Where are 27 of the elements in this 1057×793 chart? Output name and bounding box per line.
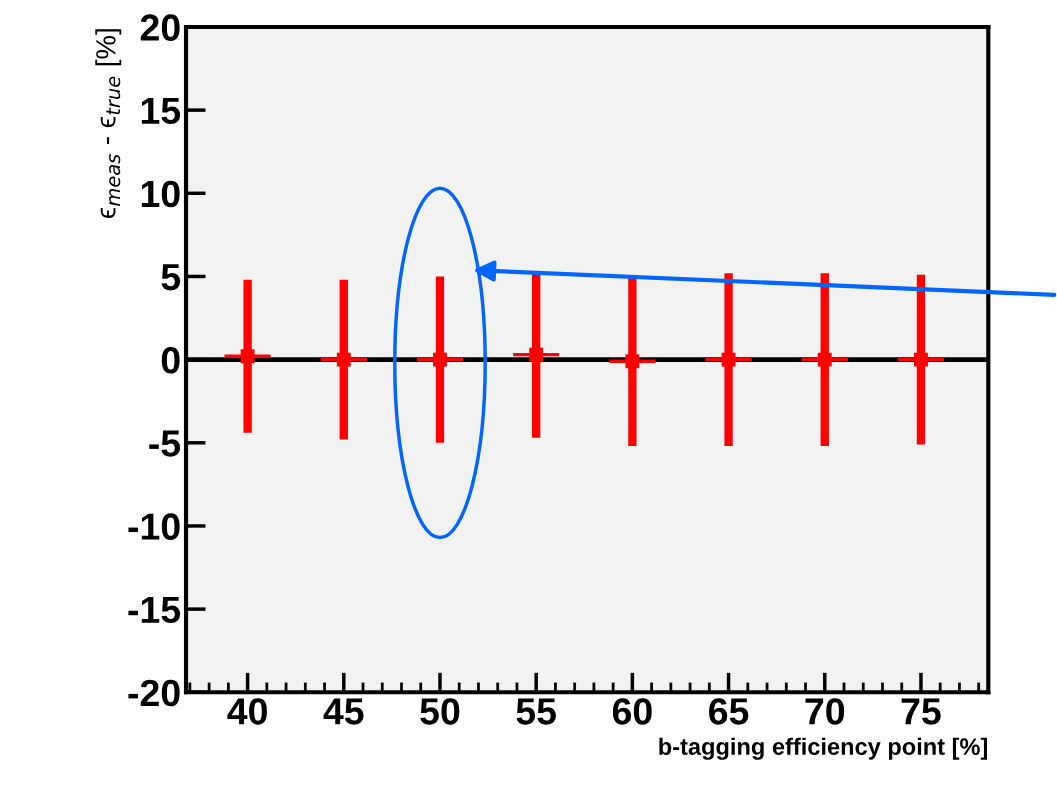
- point: [529, 347, 544, 362]
- point: [433, 352, 447, 367]
- y-tick-label: -15: [128, 596, 181, 624]
- x-tick-label: 65: [709, 698, 749, 725]
- point: [336, 352, 351, 367]
- x-tick-label: 75: [901, 698, 941, 725]
- y-tick-label: 5: [161, 264, 181, 291]
- y-tick-label: 10: [141, 180, 180, 208]
- point: [625, 354, 640, 369]
- x-tick-label: 60: [612, 698, 652, 725]
- point: [721, 352, 736, 367]
- point: [817, 352, 832, 367]
- x-tick-label: 70: [805, 698, 845, 725]
- y-tick-label: 15: [141, 97, 181, 125]
- x-tick-label: 50: [420, 698, 460, 725]
- y-tick-label: -20: [128, 679, 180, 707]
- y-tick-label: 20: [140, 14, 180, 41]
- y-axis-title: ϵ$_{meas}$ - ϵ$_{true}$ [%]: [95, 29, 122, 219]
- x-axis-title: b-tagging efficiency point [%]: [659, 737, 987, 760]
- y-tick-label: 0: [161, 347, 180, 374]
- x-tick-label: 55: [516, 698, 556, 725]
- point: [240, 349, 255, 364]
- x-tick-label: 45: [323, 698, 364, 725]
- x-tick-label: 40: [227, 698, 267, 725]
- y-tick-label: -10: [128, 513, 180, 540]
- y-tick-label: -5: [149, 430, 181, 457]
- point: [914, 352, 928, 367]
